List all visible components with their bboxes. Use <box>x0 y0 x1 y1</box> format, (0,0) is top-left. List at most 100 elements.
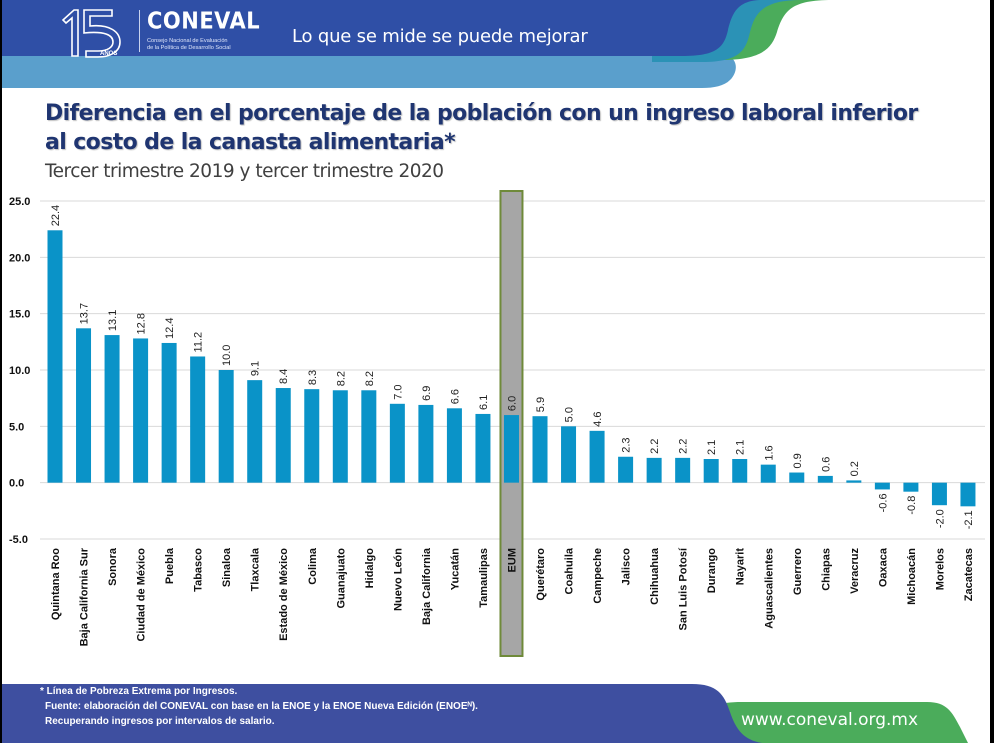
bar <box>817 475 833 483</box>
data-label: 5.0 <box>564 407 576 422</box>
footer-blue-band <box>2 684 762 743</box>
data-label: 8.2 <box>364 371 376 386</box>
data-label: 4.6 <box>592 412 604 427</box>
data-label: 6.1 <box>478 395 490 410</box>
data-label: -0.8 <box>906 496 918 515</box>
bar <box>903 482 919 492</box>
data-label: 22.4 <box>50 205 62 226</box>
bar <box>646 457 662 483</box>
data-label: 12.8 <box>136 313 148 334</box>
category-label: Ciudad de México <box>136 548 148 642</box>
data-label: 8.2 <box>335 371 347 386</box>
logo-subtitle: Consejo Nacional de Evaluación de la Pol… <box>147 38 257 52</box>
data-label: -0.6 <box>877 493 889 512</box>
category-label: Veracruz <box>849 548 861 594</box>
bar <box>503 415 519 483</box>
bar <box>732 459 748 483</box>
bar <box>190 356 206 483</box>
y-tick-label: -5.0 <box>9 534 28 546</box>
bar <box>47 230 63 483</box>
category-label: Baja California <box>421 547 433 625</box>
slogan: Lo que se mide se puede mejorar <box>292 26 588 47</box>
header-banner <box>2 0 832 88</box>
bar <box>104 335 120 483</box>
bar-chart: 25.0 20.0 15.0 10.0 5.0 0.0 -5.0 22.4 13.7 13.1 1… <box>9 190 985 657</box>
data-label: -2.1 <box>963 510 975 529</box>
bar <box>275 388 291 483</box>
data-label: 6.0 <box>506 396 518 411</box>
category-label: Guerrero <box>792 548 804 595</box>
category-label: Campeche <box>592 548 604 604</box>
category-label: Tlaxcala <box>250 547 262 591</box>
bar <box>960 482 976 507</box>
bar <box>618 456 634 483</box>
bar <box>589 430 605 483</box>
y-axis-ticks: 25.0 20.0 15.0 10.0 5.0 0.0 -5.0 <box>9 196 30 546</box>
bar <box>703 459 719 483</box>
data-label: 13.7 <box>79 303 91 324</box>
website-url[interactable]: www.coneval.org.mx <box>741 710 919 730</box>
logo-subtitle-line2: de la Política de Desarrollo Social <box>147 45 231 51</box>
header-lightblue-wave <box>2 55 736 88</box>
bar <box>247 380 263 483</box>
y-tick-label: 0.0 <box>9 478 24 490</box>
footnote-asterisk: * Línea de Pobreza Extrema por Ingresos. <box>40 686 238 697</box>
data-labels: 22.4 13.7 13.1 12.8 12.4 11.2 10.0 9.1 8.4 8.3 8.2… <box>50 205 975 529</box>
bar <box>846 480 862 483</box>
y-tick-label: 15.0 <box>9 309 30 321</box>
bar <box>389 403 405 483</box>
category-label: Oaxaca <box>877 547 889 587</box>
bar <box>361 390 377 483</box>
logo-years: AÑOS <box>100 50 117 57</box>
footer-banner <box>2 684 968 743</box>
data-label: 1.6 <box>763 445 775 460</box>
bar <box>874 482 890 490</box>
logo-divider <box>139 10 140 52</box>
data-label: 2.1 <box>735 440 747 455</box>
y-tick-label: 20.0 <box>9 252 30 264</box>
coneval-logo: CONEVAL <box>147 7 261 35</box>
data-label: 0.2 <box>849 461 861 476</box>
y-tick-label: 5.0 <box>9 421 24 433</box>
data-label: 5.9 <box>535 397 547 412</box>
data-label: 9.1 <box>250 361 262 376</box>
category-label: Baja California Sur <box>79 547 91 646</box>
logo-subtitle-line1: Consejo Nacional de Evaluación <box>147 38 228 44</box>
bar <box>332 390 348 483</box>
bar <box>161 342 177 483</box>
category-label: Nuevo León <box>392 548 404 611</box>
data-label: 2.2 <box>678 439 690 454</box>
category-label: Puebla <box>164 547 176 584</box>
category-label: Querétaro <box>535 548 547 601</box>
chart-title: Diferencia en el porcentaje de la poblac… <box>45 101 918 155</box>
category-label: Estado de México <box>278 548 290 641</box>
data-label: 13.1 <box>107 310 119 331</box>
data-label: 12.4 <box>164 318 176 339</box>
category-label: Michoacán <box>906 548 918 605</box>
category-label: San Luis Potosí <box>678 547 690 630</box>
bar <box>675 457 691 483</box>
category-label: Nayarit <box>735 548 747 586</box>
data-label: 11.2 <box>193 332 205 353</box>
bar <box>475 413 491 483</box>
bar <box>218 370 234 483</box>
bar <box>561 426 577 483</box>
footer-green-wave <box>692 702 968 743</box>
footnote-method: Recuperando ingresos por intervalos de s… <box>45 716 275 727</box>
category-label: Chihuahua <box>649 547 661 605</box>
category-label: Hidalgo <box>364 548 376 589</box>
category-label: Tamaulipas <box>478 548 490 608</box>
y-tick-label: 25.0 <box>9 196 30 208</box>
category-label: Quintana Roo <box>50 548 62 620</box>
bar <box>789 472 805 483</box>
bar <box>446 408 462 483</box>
bar <box>532 416 548 483</box>
data-label: 6.9 <box>421 386 433 401</box>
footnote-source: Fuente: elaboración del CONEVAL con base… <box>45 701 478 712</box>
category-label: Guanajuato <box>335 548 347 609</box>
category-label: Coahuila <box>564 547 576 594</box>
anniversary-15-logo: AÑOS <box>61 9 121 58</box>
category-label: Sinaloa <box>221 547 233 587</box>
data-label: 8.4 <box>278 369 290 384</box>
